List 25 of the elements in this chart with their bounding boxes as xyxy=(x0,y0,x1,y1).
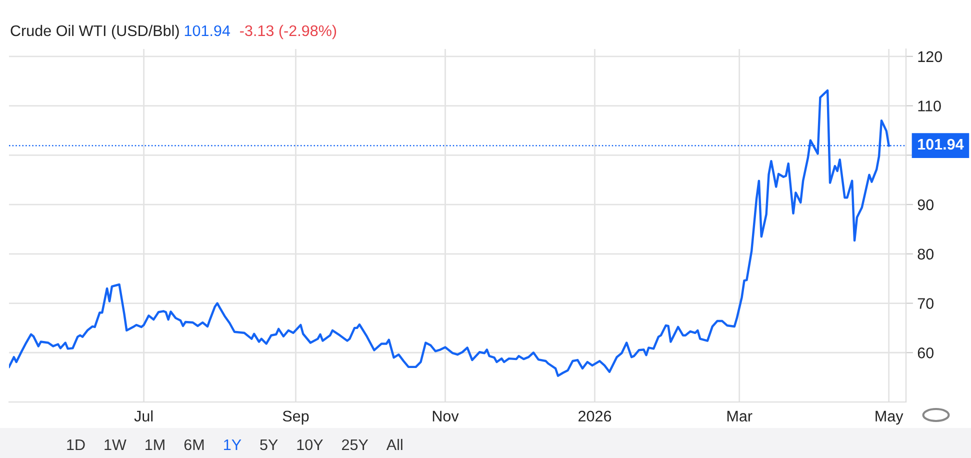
y-tick-label: 90 xyxy=(918,199,934,210)
text: 1W xyxy=(104,439,126,450)
x-tick-label: Jul xyxy=(134,410,153,422)
x-tick-label: Sep xyxy=(282,410,309,425)
x-tick-label: Nov xyxy=(432,410,459,422)
text: -3.13 (-2.98%) xyxy=(240,24,336,40)
y-tick-label: 120 xyxy=(918,51,942,62)
x-tick-label: Mar xyxy=(727,410,752,422)
text: 101.94 xyxy=(184,25,230,36)
y-tick-label: 80 xyxy=(918,248,934,260)
y-tick-label: 70 xyxy=(918,298,934,309)
text: All xyxy=(386,438,402,450)
x-tick-label: May xyxy=(876,410,904,425)
y-tick-label: 110 xyxy=(918,100,941,112)
x-tick-label: 2026 xyxy=(578,410,612,422)
ref-line-label: 101.94 xyxy=(918,138,964,150)
y-tick-label: 60 xyxy=(918,347,934,358)
text: 5Y xyxy=(260,439,278,450)
chart-title: Crude Oil WTI (USD/Bbl) xyxy=(10,24,179,40)
text: 10Y xyxy=(297,439,323,450)
text: 1Y xyxy=(224,439,242,450)
text: 6M xyxy=(184,439,204,450)
text: 1D xyxy=(67,439,85,450)
text: 1M xyxy=(146,439,164,450)
text: 25Y xyxy=(342,439,368,450)
